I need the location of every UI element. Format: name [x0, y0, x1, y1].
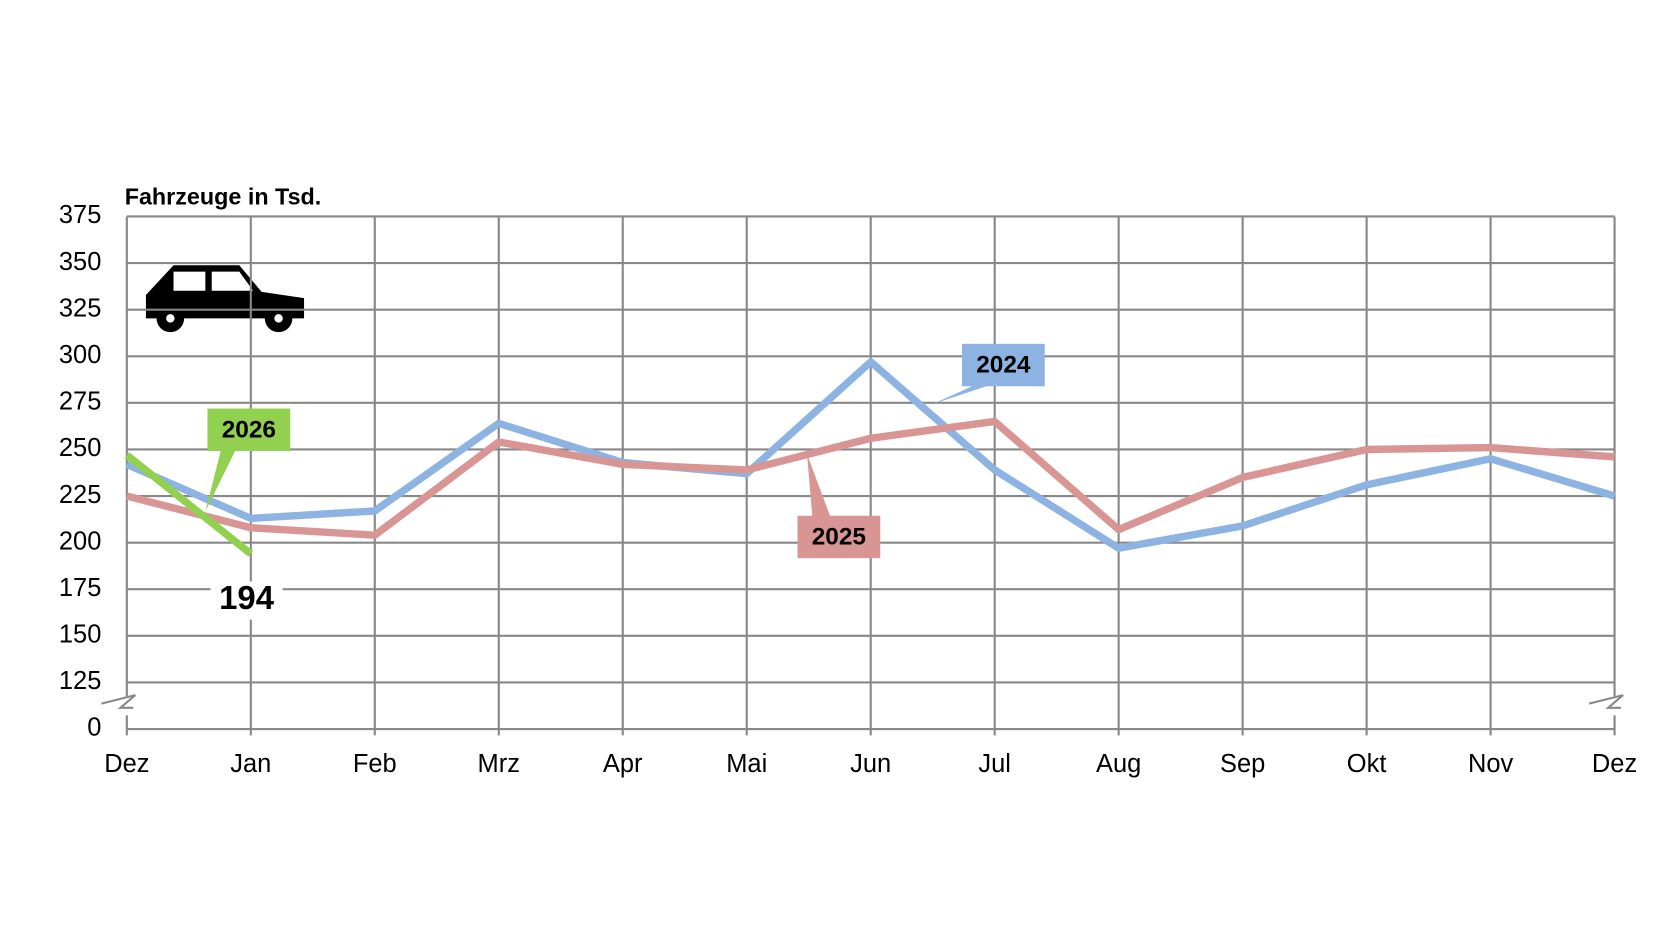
car-icon — [145, 265, 305, 333]
x-tick-label: Aug — [1096, 750, 1141, 778]
series-line — [124, 452, 254, 557]
callout-box — [207, 408, 291, 451]
x-tick-label: Mai — [726, 750, 767, 778]
callout-box — [961, 343, 1045, 387]
y-tick-label: 250 — [59, 434, 101, 462]
axis-break-gap — [1589, 696, 1641, 716]
x-tick-label: Mrz — [478, 750, 520, 778]
legend-callout: 2025 — [797, 454, 881, 559]
callout-pointer — [807, 454, 831, 517]
x-tick-label: Okt — [1347, 750, 1387, 778]
x-tick-label: Jul — [978, 750, 1011, 778]
y-tick-label: 375 — [59, 201, 101, 229]
x-tick-label: Apr — [603, 750, 643, 778]
axis-break — [101, 694, 137, 709]
y-tick-label: 150 — [59, 621, 101, 649]
x-tick-label: Jan — [230, 750, 271, 778]
legend-callout: 2026 — [205, 408, 291, 512]
callout-pointer — [205, 448, 237, 512]
series-line — [125, 417, 1615, 539]
y-tick-label: 175 — [59, 574, 101, 602]
y-tick-label: 0 — [87, 714, 101, 742]
x-tick-label: Dez — [104, 750, 149, 778]
grid: 0 125 150 175 200 225 250 275 300 325 350 375 Dez Jan… — [59, 201, 1641, 778]
axis-break — [1588, 694, 1624, 709]
y-tick-label: 200 — [59, 527, 101, 555]
y-axis-label: Fahrzeuge in Tsd. — [125, 184, 322, 210]
y-tick-label: 325 — [59, 294, 101, 322]
x-tick-label: Dez — [1592, 750, 1637, 778]
data-label: 194 — [219, 579, 275, 616]
callout-box — [797, 515, 881, 559]
x-tick-label: Sep — [1220, 750, 1265, 778]
legend-callout: 2024 — [932, 343, 1045, 405]
y-tick-label: 225 — [59, 481, 101, 509]
legend-label: 2024 — [976, 352, 1031, 379]
axis-break-gap — [101, 696, 153, 716]
legend-label: 2026 — [222, 416, 276, 443]
series-line — [125, 358, 1616, 552]
y-tick-label: 275 — [59, 388, 101, 416]
y-tick-label: 300 — [59, 341, 101, 369]
legend-label: 2025 — [812, 523, 866, 550]
data-label-bg — [210, 581, 283, 620]
y-tick-label: 125 — [59, 667, 101, 695]
x-tick-label: Nov — [1468, 750, 1514, 778]
x-tick-label: Feb — [353, 750, 397, 778]
y-tick-label: 350 — [59, 248, 101, 276]
callout-pointer — [932, 384, 993, 405]
x-tick-label: Jun — [850, 750, 891, 778]
